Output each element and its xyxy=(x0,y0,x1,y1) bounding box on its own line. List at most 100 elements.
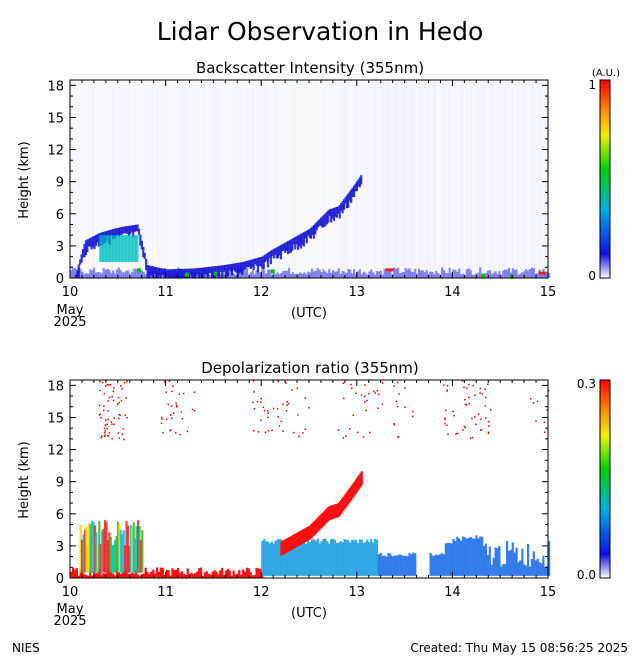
backscatter-boundary-layer xyxy=(307,271,310,278)
backscatter-layer-cell xyxy=(275,247,278,259)
depolarization-noise-point xyxy=(98,404,101,407)
backscatter-layer-cell xyxy=(182,268,185,278)
backscatter-boundary-layer xyxy=(322,269,325,278)
depolarization-noise-point xyxy=(404,387,406,389)
depolarization-dust-layer xyxy=(291,535,294,550)
depolarization-noise-point xyxy=(121,433,124,436)
backscatter-haze-column xyxy=(519,80,521,278)
backscatter-boundary-layer xyxy=(104,270,107,278)
depolarization-noise-point xyxy=(181,417,184,420)
depolarization-noise-point xyxy=(259,401,262,403)
depolarization-noise-point xyxy=(108,384,110,386)
depolarization-dust-band xyxy=(113,575,117,578)
depolarization-dust-layer xyxy=(352,482,355,497)
backscatter-layer-cell xyxy=(239,262,242,273)
depolarization-aerosol-layer xyxy=(544,567,547,576)
backscatter-boundary-layer xyxy=(121,272,124,278)
backscatter-layer-cell xyxy=(188,268,191,275)
backscatter-layer-cell xyxy=(152,266,155,278)
depolarization-aerosol-layer xyxy=(525,565,528,576)
backscatter-boundary-layer xyxy=(440,267,444,278)
depolarization-noise-point xyxy=(446,390,448,392)
backscatter-haze-column xyxy=(200,80,202,278)
backscatter-boundary-layer xyxy=(393,267,396,278)
depolarization-noise-point xyxy=(179,433,182,436)
backscatter-x-label: (UTC) xyxy=(291,306,327,321)
backscatter-layer-cell xyxy=(196,268,199,275)
backscatter-layer-cell xyxy=(116,228,119,235)
backscatter-haze-column xyxy=(223,80,225,278)
depolarization-x-sub-year: 2025 xyxy=(53,614,86,629)
depolarization-noise-point xyxy=(298,435,300,437)
backscatter-boundary-layer xyxy=(372,272,375,278)
depolarization-noise-point xyxy=(161,418,163,420)
backscatter-boundary-layer xyxy=(477,272,480,278)
backscatter-boundary-layer xyxy=(490,273,493,278)
backscatter-haze-column xyxy=(154,80,156,278)
backscatter-haze-column xyxy=(429,80,432,278)
backscatter-haze-column xyxy=(334,80,336,278)
depolarization-noise-point xyxy=(381,403,384,405)
depolarization-aerosol-layer xyxy=(450,543,453,576)
backscatter-haze-column xyxy=(479,80,482,278)
depolarization-dust-layer xyxy=(287,537,290,552)
depolarization-aerosol-layer xyxy=(385,556,388,576)
depolarization-dust-band xyxy=(135,570,138,578)
depolarization-dust-layer xyxy=(304,528,307,543)
depolarization-noise-point xyxy=(99,389,101,392)
depolarization-dust-band xyxy=(79,568,82,578)
backscatter-boundary-layer xyxy=(467,268,470,278)
backscatter-layer-cell xyxy=(347,193,350,208)
depolarization-dust-layer xyxy=(333,504,336,519)
backscatter-layer-cell xyxy=(355,181,359,192)
depolarization-aerosol-layer xyxy=(314,540,317,576)
backscatter-haze-column xyxy=(347,80,350,278)
backscatter-layer-cell xyxy=(282,243,285,251)
depolarization-noise-point xyxy=(169,429,171,432)
depolarization-dust-layer xyxy=(289,536,292,551)
depolarization-dust-band xyxy=(75,567,78,578)
backscatter-haze-column xyxy=(469,80,472,278)
depolarization-aerosol-layer xyxy=(431,555,434,576)
backscatter-haze-column xyxy=(354,80,357,278)
backscatter-boundary-layer xyxy=(488,270,491,278)
depolarization-dust-band xyxy=(89,569,92,578)
backscatter-layer-cell xyxy=(251,259,254,268)
depolarization-dust-layer xyxy=(297,531,300,546)
backscatter-layer-cell xyxy=(305,230,308,244)
depolarization-dust-band xyxy=(133,573,136,578)
depolarization-dust-band xyxy=(221,567,224,578)
depolarization-noise-point xyxy=(123,438,125,441)
backscatter-haze-column xyxy=(336,80,338,278)
backscatter-haze-column xyxy=(248,80,250,278)
depolarization-noise-point xyxy=(488,425,490,427)
footer-institution: NIES xyxy=(12,641,40,655)
backscatter-haze-column xyxy=(257,80,259,278)
depolarization-dust-layer xyxy=(336,503,339,518)
backscatter-panel: Backscatter Intensity (355nm) 10 11 12 13 14… xyxy=(17,59,620,330)
depolarization-aerosol-layer xyxy=(270,541,273,576)
backscatter-boundary-layer xyxy=(505,269,509,278)
depolarization-aerosol-layer xyxy=(534,560,537,576)
depolarization-aerosol-layer xyxy=(515,547,518,576)
depolarization-aerosol-layer xyxy=(429,553,432,576)
backscatter-layer-cell xyxy=(133,224,136,233)
backscatter-boundary-layer xyxy=(402,271,405,278)
backscatter-layer-cell xyxy=(317,220,320,228)
backscatter-boundary-layer xyxy=(133,268,136,278)
backscatter-boundary-layer xyxy=(94,272,98,278)
backscatter-haze-column xyxy=(246,80,248,278)
depolarization-noise-point xyxy=(271,429,273,431)
backscatter-boundary-layer xyxy=(70,270,73,278)
backscatter-boundary-layer xyxy=(544,272,547,278)
depolarization-aerosol-layer xyxy=(396,555,400,576)
depolarization-y-tick-label: 0 xyxy=(56,572,64,587)
backscatter-layer-cell xyxy=(292,237,295,245)
depolarization-mixed-layer xyxy=(99,543,102,573)
backscatter-strong-echo xyxy=(136,268,141,273)
backscatter-boundary-layer xyxy=(458,268,461,278)
depolarization-x-tick-label: 14 xyxy=(444,585,461,600)
depolarization-dust-layer xyxy=(310,524,313,539)
backscatter-dense-layer xyxy=(102,235,105,262)
depolarization-noise-point xyxy=(277,416,280,418)
